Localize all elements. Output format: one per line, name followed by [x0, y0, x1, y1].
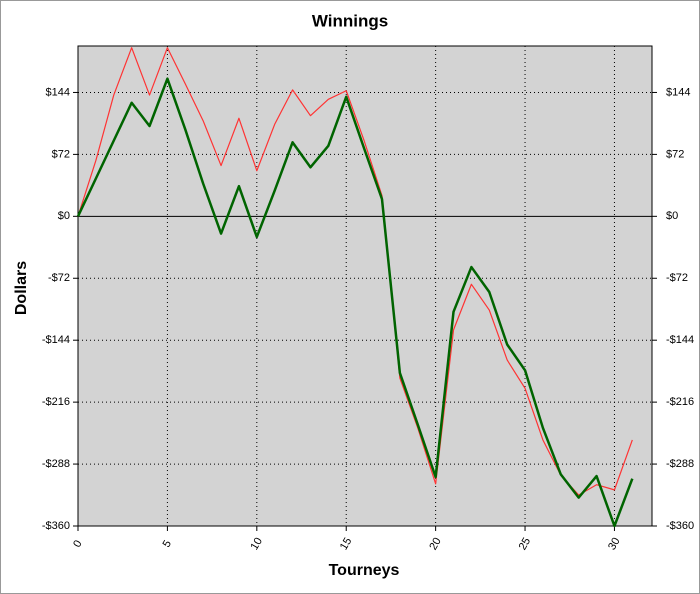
- y2-tick-label: $144: [666, 86, 690, 98]
- chart-title: Winnings: [312, 11, 388, 30]
- y2-tick-label: -$144: [666, 334, 694, 346]
- x-tick-label: 10: [248, 536, 265, 553]
- y-tick-label: -$288: [42, 458, 70, 470]
- y-tick-label: $144: [46, 86, 70, 98]
- y-tick-label: -$144: [42, 334, 70, 346]
- x-tick-label: 30: [606, 536, 623, 553]
- y-tick-label: -$360: [42, 520, 70, 532]
- plot-area: [77, 45, 653, 527]
- y2-tick-label: $72: [666, 148, 684, 160]
- series-line: [76, 77, 634, 528]
- x-tick-label: 20: [427, 536, 444, 553]
- y2-tick-label: -$72: [666, 272, 688, 284]
- y-axis-label: Dollars: [13, 261, 30, 315]
- x-tick-label: 25: [517, 536, 534, 553]
- y2-tick-label: -$288: [666, 458, 694, 470]
- y-tick-label: $0: [58, 210, 70, 222]
- y2-tick-label: $0: [666, 210, 678, 222]
- y-tick-label: -$216: [42, 396, 70, 408]
- x-axis-label: Tourneys: [329, 562, 400, 579]
- x-tick-label: 15: [338, 536, 355, 553]
- y2-tick-label: -$360: [666, 520, 694, 532]
- x-tick-label: 0: [71, 538, 84, 549]
- x-tick-label: 5: [161, 538, 174, 549]
- y-tick-label: -$72: [48, 272, 70, 284]
- y-tick-label: $72: [52, 148, 70, 160]
- series-line: [77, 47, 633, 496]
- y2-tick-label: -$216: [666, 396, 694, 408]
